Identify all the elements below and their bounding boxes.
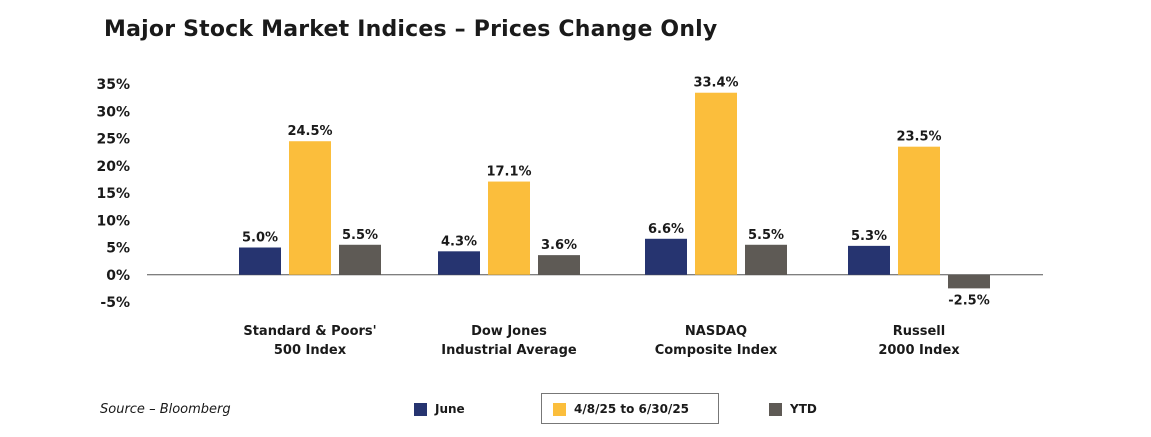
bar-value-label: 3.6% — [541, 238, 577, 253]
legend-swatch-june — [414, 402, 427, 416]
legend-label-period: 4/8/25 to 6/30/25 — [574, 402, 690, 416]
y-tick-label: 35% — [96, 77, 130, 93]
category-label: Russell — [893, 324, 945, 339]
bar-june-3 — [848, 245, 890, 275]
legend-item-ytd: YTD — [769, 402, 817, 416]
category-label: 2000 Index — [878, 343, 960, 358]
bar-value-label: 6.6% — [648, 222, 684, 237]
bar-4-8-25-to-6-30-25-3 — [898, 146, 940, 275]
legend-item-june: June — [414, 402, 465, 416]
bar-june-0 — [239, 247, 281, 275]
bar-june-1 — [438, 251, 480, 275]
bar-4-8-25-to-6-30-25-0 — [289, 141, 331, 275]
bar-4-8-25-to-6-30-25-1 — [488, 181, 530, 275]
bar-4-8-25-to-6-30-25-2 — [695, 92, 737, 275]
category-label: Standard & Poors' — [243, 324, 376, 339]
legend-label-june: June — [435, 402, 465, 416]
legend-swatch-ytd — [769, 402, 782, 416]
category-label: Dow Jones — [471, 324, 547, 339]
y-tick-label: 15% — [96, 186, 130, 202]
bar-value-label: 17.1% — [486, 165, 531, 180]
bar-ytd-1 — [538, 255, 580, 275]
category-label: 500 Index — [274, 343, 347, 358]
bar-value-label: 4.3% — [441, 234, 477, 249]
y-tick-label: 20% — [96, 159, 130, 175]
legend-swatch-period — [553, 402, 566, 416]
category-label: NASDAQ — [685, 324, 747, 339]
bar-ytd-3 — [948, 274, 990, 289]
bar-value-label: 5.3% — [851, 229, 887, 244]
y-tick-label: 10% — [96, 213, 130, 229]
bar-ytd-0 — [339, 244, 381, 275]
chart-title: Major Stock Market Indices – Prices Chan… — [104, 17, 718, 42]
source-note: Source – Bloomberg — [100, 402, 231, 417]
y-tick-label: 0% — [106, 268, 130, 284]
y-tick-label: 25% — [96, 132, 130, 148]
bar-value-label: 5.5% — [342, 228, 378, 243]
category-label: Composite Index — [655, 343, 778, 358]
y-tick-label: 5% — [106, 241, 130, 257]
bar-value-label: 23.5% — [896, 130, 941, 145]
y-tick-label: 30% — [96, 104, 130, 120]
bar-value-label: 5.5% — [748, 228, 784, 243]
y-tick-label: -5% — [100, 295, 130, 311]
legend-highlight-box — [541, 393, 719, 424]
category-label: Industrial Average — [441, 343, 577, 358]
bar-ytd-2 — [745, 244, 787, 275]
bar-chart: 35% 30% 25% 20% 15% 10% 5% 0% -5% 5.0% 4.3% 6.6% 5.3… — [96, 76, 1043, 358]
bar-june-2 — [645, 238, 687, 275]
bar-value-label: -2.5% — [948, 293, 989, 308]
bar-value-label: 33.4% — [693, 76, 738, 91]
legend-item-period: 4/8/25 to 6/30/25 — [553, 402, 689, 416]
bar-value-label: 24.5% — [287, 124, 332, 139]
legend-label-ytd: YTD — [790, 402, 817, 416]
bar-value-label: 5.0% — [242, 231, 278, 246]
